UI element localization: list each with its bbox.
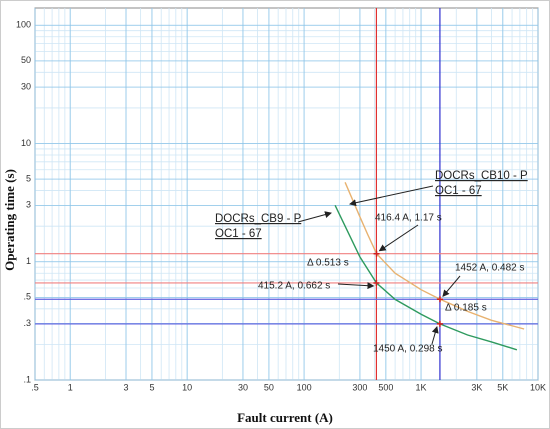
x-tick-label: .5 xyxy=(31,382,39,392)
x-tick-label: 30 xyxy=(238,382,248,392)
arrow xyxy=(337,282,375,290)
y-axis-label: Operating time (s) xyxy=(2,169,17,271)
series-label: OC1 - 67 xyxy=(435,185,482,197)
arrow xyxy=(297,211,332,223)
y-tick-label: 10 xyxy=(21,138,31,148)
x-tick-label: 1 xyxy=(68,382,73,392)
x-axis-label: Fault current (A) xyxy=(237,410,333,425)
x-tick-label: 5K xyxy=(497,382,508,392)
point-marker xyxy=(373,250,380,257)
annotation: 416.4 A, 1.17 s xyxy=(375,213,442,224)
annotation: 415.2 A, 0.662 s xyxy=(258,281,330,292)
arrow xyxy=(378,224,419,252)
y-tick-label: .1 xyxy=(23,374,31,384)
arrow xyxy=(442,275,461,298)
y-tick-label: .5 xyxy=(23,292,31,302)
point-marker xyxy=(436,320,443,327)
y-tick-label: 1 xyxy=(26,256,31,266)
annotation: Δ 0.185 s xyxy=(445,303,487,314)
curve xyxy=(344,182,525,330)
x-tick-label: 5 xyxy=(149,382,154,392)
y-tick-label: 30 xyxy=(21,81,31,91)
point-marker xyxy=(436,296,443,303)
x-tick-label: 3 xyxy=(123,382,128,392)
annotation: 1450 A, 0.298 s xyxy=(373,344,443,355)
y-tick-label: .3 xyxy=(23,318,31,328)
series-label: DOCRs_CB10 - P xyxy=(435,170,528,182)
series-label: OC1 - 67 xyxy=(215,228,262,240)
x-tick-label: 10 xyxy=(182,382,192,392)
arrow xyxy=(431,325,439,345)
y-tick-label: 100 xyxy=(16,20,31,30)
x-tick-label: 1K xyxy=(416,382,427,392)
curve xyxy=(334,204,518,351)
point-marker xyxy=(373,279,380,286)
annotation: Δ 0.513 s xyxy=(307,258,349,269)
x-tick-label: 50 xyxy=(264,382,274,392)
x-tick-label: 500 xyxy=(378,382,393,392)
annotation: 1452 A, 0.482 s xyxy=(455,263,525,274)
x-tick-label: 10K xyxy=(530,382,546,392)
y-tick-label: 3 xyxy=(26,200,31,210)
y-tick-label: 5 xyxy=(26,173,31,183)
x-tick-label: 100 xyxy=(297,382,312,392)
y-tick-label: 50 xyxy=(21,55,31,65)
x-tick-label: 3K xyxy=(471,382,482,392)
x-tick-label: 300 xyxy=(352,382,367,392)
plot-area xyxy=(34,7,539,381)
series-label: DOCRs_CB9 - P xyxy=(215,213,302,225)
arrow xyxy=(349,185,434,207)
